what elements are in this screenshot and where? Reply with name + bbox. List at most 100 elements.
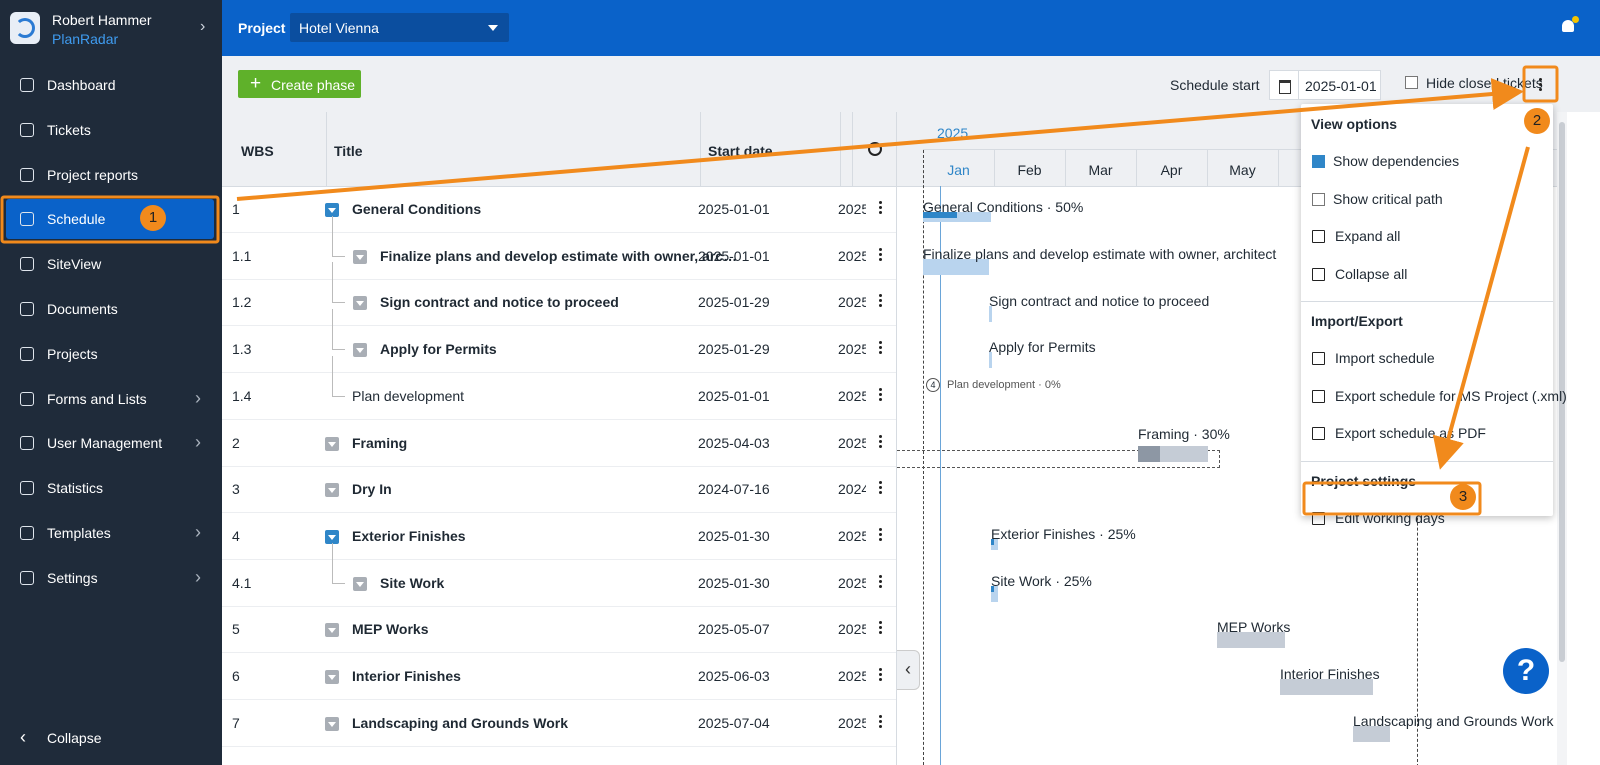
row-menu[interactable] bbox=[879, 527, 883, 543]
nav-item[interactable]: SiteView bbox=[47, 256, 102, 273]
nav-item[interactable]: Projects bbox=[47, 345, 98, 362]
nav-item[interactable]: Documents bbox=[47, 301, 118, 317]
row-menu[interactable] bbox=[879, 387, 883, 403]
menu-item[interactable]: Collapse all bbox=[1335, 265, 1408, 282]
schedule-start-label: Schedule start bbox=[1170, 77, 1260, 93]
expand-toggle[interactable] bbox=[325, 623, 339, 638]
row-menu[interactable] bbox=[879, 201, 883, 216]
brand-name[interactable]: PlanRadar bbox=[52, 31, 119, 47]
row-menu[interactable] bbox=[879, 247, 883, 263]
end-date: 2025 bbox=[838, 714, 866, 731]
nav-item[interactable]: Templates bbox=[47, 525, 111, 541]
nav-item[interactable]: Forms and Lists bbox=[47, 390, 147, 407]
menu-item[interactable]: Show critical path bbox=[1333, 190, 1443, 207]
help-button[interactable]: ? bbox=[1503, 648, 1549, 694]
row-menu[interactable] bbox=[879, 434, 883, 450]
row-menu[interactable] bbox=[879, 668, 883, 683]
hide-closed[interactable]: Hide closed tickets bbox=[1426, 75, 1543, 91]
wbs: 1 bbox=[232, 201, 240, 217]
nav-item[interactable]: Project reports bbox=[47, 166, 139, 183]
nav-item[interactable]: Tickets bbox=[47, 121, 91, 138]
row-menu[interactable] bbox=[879, 714, 883, 730]
expand-toggle[interactable] bbox=[325, 716, 339, 731]
schedule-start[interactable]: 2025-01-01 bbox=[1305, 78, 1377, 94]
date-input[interactable]: 2025-01-01 bbox=[1269, 70, 1381, 100]
task-title[interactable]: Dry In bbox=[352, 481, 392, 498]
expand-toggle[interactable] bbox=[353, 249, 367, 264]
tree-line bbox=[332, 215, 345, 257]
task-title[interactable]: Sign contract and notice to proceed bbox=[380, 294, 619, 311]
menu-item[interactable]: Show dependencies bbox=[1333, 153, 1460, 169]
menu-item[interactable]: Export schedule as PDF bbox=[1335, 425, 1486, 441]
wbs: 5 bbox=[232, 621, 240, 638]
project-name[interactable]: Hotel Vienna bbox=[299, 20, 379, 36]
month: May bbox=[1229, 162, 1256, 178]
row-menu[interactable] bbox=[879, 574, 883, 590]
checkbox bbox=[1312, 155, 1325, 168]
gantt-bar[interactable] bbox=[923, 212, 991, 222]
create-phase[interactable]: Create phase bbox=[271, 77, 356, 93]
checkbox bbox=[1312, 192, 1325, 206]
gantt-bar[interactable] bbox=[991, 586, 998, 602]
collapse-panel[interactable]: ‹ bbox=[897, 650, 920, 690]
nav-item[interactable]: Dashboard bbox=[47, 77, 116, 93]
task-title[interactable]: Plan development bbox=[352, 387, 465, 404]
task-title[interactable]: Landscaping and Grounds Work bbox=[352, 714, 568, 731]
more-button[interactable] bbox=[1527, 70, 1555, 98]
gantt-bar[interactable] bbox=[1280, 679, 1373, 695]
collapse[interactable]: Collapse bbox=[47, 730, 102, 746]
expand-toggle[interactable] bbox=[325, 483, 339, 498]
task-title[interactable]: General Conditions bbox=[352, 201, 482, 217]
expand-toggle[interactable] bbox=[325, 203, 339, 217]
row-menu[interactable] bbox=[879, 481, 883, 496]
row-menu[interactable] bbox=[879, 294, 883, 309]
column-header[interactable]: WBS bbox=[241, 143, 274, 159]
menu-item[interactable]: Export schedule for MS Project (.xml) bbox=[1335, 387, 1567, 404]
expand-toggle[interactable] bbox=[353, 296, 367, 311]
gantt-bar[interactable] bbox=[989, 352, 992, 368]
task-title[interactable]: Exterior Finishes bbox=[352, 527, 466, 544]
gantt-label: General Conditions · 50% bbox=[923, 199, 1084, 215]
gantt-bar[interactable] bbox=[989, 306, 992, 322]
nav-item[interactable]: User Management bbox=[47, 435, 163, 452]
step-badge: 1 bbox=[140, 205, 166, 231]
menu-item[interactable]: Edit working days bbox=[1335, 509, 1445, 526]
row-divider bbox=[222, 745, 896, 747]
column-header[interactable]: Start date bbox=[708, 143, 773, 159]
row-menu[interactable] bbox=[879, 621, 883, 636]
wbs: 6 bbox=[232, 668, 240, 684]
task-title[interactable]: Site Work bbox=[380, 574, 445, 591]
nav-item[interactable]: Settings bbox=[47, 569, 98, 586]
create-phase-button[interactable]: + Create phase bbox=[238, 70, 361, 98]
expand-toggle[interactable] bbox=[325, 529, 339, 544]
gantt-bar[interactable] bbox=[991, 539, 998, 550]
settings-icon[interactable] bbox=[868, 142, 882, 156]
menu-section-title: View options bbox=[1311, 116, 1398, 132]
row-menu[interactable] bbox=[879, 341, 883, 356]
project-select[interactable]: Hotel Vienna bbox=[290, 13, 509, 42]
expand-toggle[interactable] bbox=[325, 436, 339, 451]
task-title[interactable]: Finalize plans and develop estimate with… bbox=[380, 247, 738, 264]
column-divider bbox=[700, 112, 701, 186]
expand-toggle[interactable] bbox=[325, 670, 339, 684]
menu-item[interactable]: Expand all bbox=[1335, 228, 1401, 244]
user-name[interactable]: Robert Hammer bbox=[52, 12, 152, 28]
expand-toggle[interactable] bbox=[353, 576, 367, 591]
expand-toggle[interactable] bbox=[353, 343, 367, 358]
hide-closed-checkbox[interactable] bbox=[1405, 76, 1418, 89]
menu-item[interactable]: Import schedule bbox=[1335, 350, 1435, 366]
gantt-bar[interactable] bbox=[1217, 632, 1285, 648]
task-title[interactable]: Framing bbox=[352, 434, 408, 451]
task-title[interactable]: MEP Works bbox=[352, 621, 429, 638]
column-header[interactable]: Title bbox=[334, 143, 363, 159]
row-divider bbox=[222, 372, 896, 374]
task-title[interactable]: Apply for Permits bbox=[380, 341, 497, 358]
nav-item[interactable]: Statistics bbox=[47, 480, 104, 497]
menu-icon bbox=[1312, 511, 1325, 525]
gantt-bar[interactable] bbox=[923, 259, 989, 275]
gantt-bar[interactable] bbox=[1353, 726, 1390, 742]
gantt-label: MEP Works bbox=[1217, 619, 1291, 635]
task-title[interactable]: Interior Finishes bbox=[352, 668, 461, 684]
nav-item[interactable]: Schedule bbox=[47, 211, 106, 228]
notifications[interactable] bbox=[1562, 20, 1574, 32]
